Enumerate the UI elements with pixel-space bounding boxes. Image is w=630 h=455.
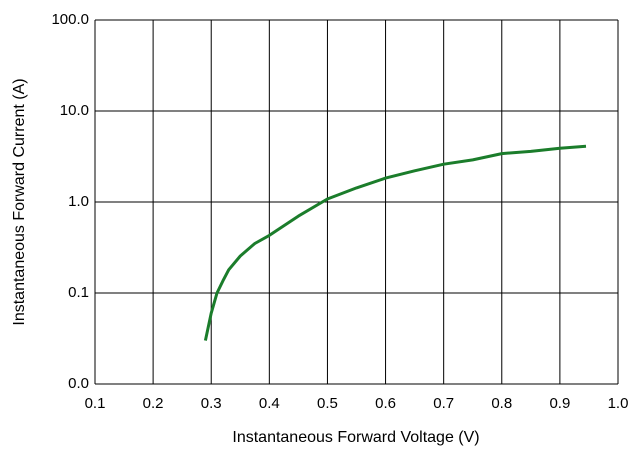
x-tick-label: 0.6 (375, 395, 396, 412)
x-tick-label: 0.8 (491, 395, 512, 412)
y-tick-label: 1.0 (68, 193, 89, 210)
y-tick-label: 10.0 (60, 102, 89, 119)
data-line (203, 144, 587, 341)
x-tick-label: 0.9 (549, 395, 570, 412)
x-tick-label: 0.1 (85, 395, 106, 412)
y-axis-title: Instantaneous Forward Current (A) (11, 78, 28, 325)
x-tick-label: 1.0 (608, 395, 629, 412)
x-axis-title: Instantaneous Forward Voltage (V) (232, 429, 479, 446)
x-tick-label: 0.3 (201, 395, 222, 412)
x-tick-label: 0.5 (317, 395, 338, 412)
y-tick-label: 100.0 (51, 11, 89, 28)
y-tick-label: 0.0 (68, 375, 89, 392)
x-tick-label: 0.4 (259, 395, 280, 412)
y-tick-label: 0.1 (68, 284, 89, 301)
x-tick-label: 0.7 (433, 395, 454, 412)
x-tick-label: 0.2 (143, 395, 164, 412)
